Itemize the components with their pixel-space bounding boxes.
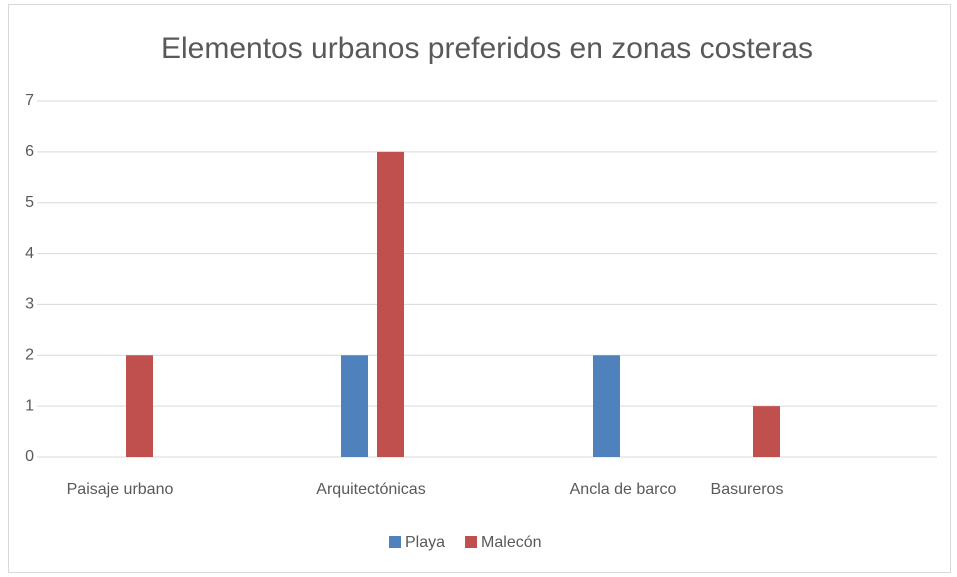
y-tick-label: 4 [25,245,34,262]
bar [377,151,404,457]
x-tick-label: Ancla de barco [570,481,677,498]
legend-swatch [465,536,478,548]
y-tick-label: 1 [25,397,34,414]
legend-label: Playa [405,534,445,551]
y-tick-label: 3 [25,296,34,313]
legend-swatch [389,536,401,548]
legend-label: Malecón [481,534,541,551]
x-tick-label: Basureros [711,481,784,498]
bar [341,355,368,457]
bar [593,355,620,457]
bar [126,355,153,457]
chart-title: Elementos urbanos preferidos en zonas co… [161,32,813,65]
bar [753,406,780,457]
x-tick-label: Paisaje urbano [67,481,174,498]
y-tick-label: 0 [25,448,34,465]
chart-border [8,4,951,573]
y-tick-label: 5 [25,194,34,211]
y-tick-label: 6 [25,143,34,160]
y-tick-label: 2 [25,347,34,364]
x-tick-label: Arquitectónicas [316,481,425,498]
y-tick-label: 7 [25,92,34,109]
